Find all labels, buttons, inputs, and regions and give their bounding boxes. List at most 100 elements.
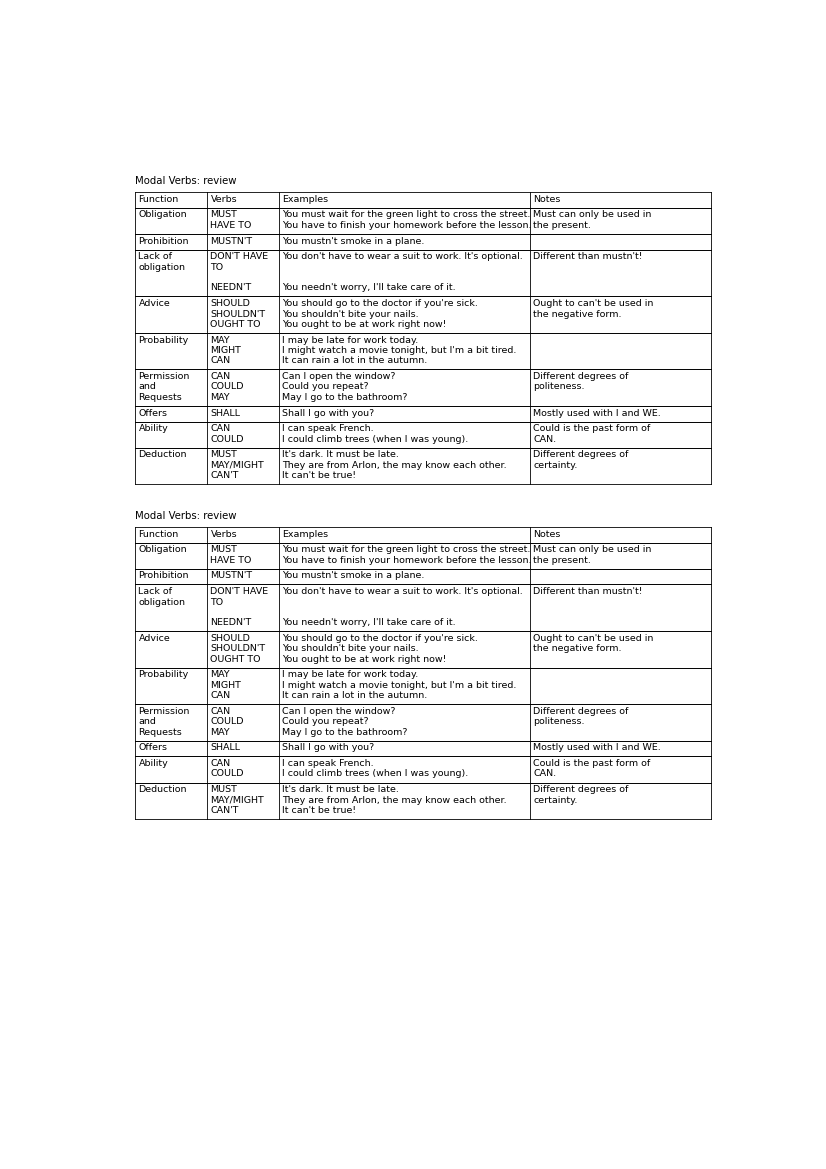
Text: SHOULD: SHOULD	[211, 634, 250, 643]
Text: Could you repeat?: Could you repeat?	[282, 382, 369, 392]
Text: Lack of: Lack of	[139, 587, 173, 596]
Text: Shall I go with you?: Shall I go with you?	[282, 743, 375, 753]
Text: CAN: CAN	[211, 372, 230, 381]
Text: MUSTN'T: MUSTN'T	[211, 572, 253, 581]
Bar	[135, 250, 711, 297]
Text: CAN: CAN	[211, 759, 230, 768]
Text: You don't have to wear a suit to work. It's optional.: You don't have to wear a suit to work. I…	[282, 587, 523, 596]
Text: You needn't worry, I'll take care of it.: You needn't worry, I'll take care of it.	[282, 283, 456, 292]
Text: OUGHT TO: OUGHT TO	[211, 655, 261, 664]
Text: Probability: Probability	[139, 336, 188, 345]
Text: NEEDN'T: NEEDN'T	[211, 283, 252, 292]
Text: DON'T HAVE: DON'T HAVE	[211, 587, 268, 596]
Bar	[135, 667, 711, 704]
Text: Advice: Advice	[139, 634, 170, 643]
Text: Examples: Examples	[282, 530, 329, 539]
Text: Notes: Notes	[533, 530, 561, 539]
Text: Permission: Permission	[139, 707, 190, 715]
Text: TO: TO	[211, 263, 224, 271]
Bar	[135, 369, 711, 406]
Text: It can rain a lot in the autumn.: It can rain a lot in the autumn.	[282, 357, 428, 365]
Text: MUST: MUST	[211, 786, 237, 794]
Text: Prohibition: Prohibition	[139, 236, 189, 245]
Text: Different degrees of: Different degrees of	[533, 450, 629, 459]
Text: TO: TO	[211, 597, 224, 607]
Text: MAY: MAY	[211, 393, 230, 402]
Text: OUGHT TO: OUGHT TO	[211, 320, 261, 328]
Text: You must wait for the green light to cross the street.: You must wait for the green light to cro…	[282, 545, 531, 554]
Text: You needn't worry, I'll take care of it.: You needn't worry, I'll take care of it.	[282, 618, 456, 628]
Bar	[135, 756, 711, 782]
Text: Modal Verbs: review: Modal Verbs: review	[135, 511, 237, 521]
Text: MAY: MAY	[211, 671, 230, 679]
Text: It's dark. It must be late.: It's dark. It must be late.	[282, 450, 399, 459]
Text: the present.: the present.	[533, 221, 591, 230]
Text: You should go to the doctor if you're sick.: You should go to the doctor if you're si…	[282, 299, 478, 309]
Text: You have to finish your homework before the lesson.: You have to finish your homework before …	[282, 221, 532, 230]
Text: SHALL: SHALL	[211, 408, 240, 417]
Text: Could is the past form of: Could is the past form of	[533, 424, 650, 434]
Text: Must can only be used in: Must can only be used in	[533, 210, 652, 220]
Text: CAN.: CAN.	[533, 435, 556, 443]
Text: You shouldn't bite your nails.: You shouldn't bite your nails.	[282, 310, 419, 318]
Text: Ought to can't be used in: Ought to can't be used in	[533, 634, 653, 643]
Text: You should go to the doctor if you're sick.: You should go to the doctor if you're si…	[282, 634, 478, 643]
Text: NEEDN'T: NEEDN'T	[211, 618, 252, 628]
Bar	[135, 406, 711, 422]
Text: Mostly used with I and WE.: Mostly used with I and WE.	[533, 408, 661, 417]
Text: Deduction: Deduction	[139, 450, 187, 459]
Text: MIGHT: MIGHT	[211, 346, 241, 355]
Text: Deduction: Deduction	[139, 786, 187, 794]
Text: You don't have to wear a suit to work. It's optional.: You don't have to wear a suit to work. I…	[282, 253, 523, 262]
Bar	[135, 192, 711, 208]
Bar	[135, 631, 711, 667]
Text: obligation: obligation	[139, 263, 186, 271]
Text: I can speak French.: I can speak French.	[282, 424, 374, 434]
Text: MAY: MAY	[211, 336, 230, 345]
Text: obligation: obligation	[139, 597, 186, 607]
Text: MUST: MUST	[211, 545, 237, 554]
Text: I may be late for work today.: I may be late for work today.	[282, 671, 419, 679]
Text: politeness.: politeness.	[533, 382, 585, 392]
Text: Different degrees of: Different degrees of	[533, 372, 629, 381]
Text: I might watch a movie tonight, but I'm a bit tired.: I might watch a movie tonight, but I'm a…	[282, 680, 517, 690]
Text: MAY/MIGHT: MAY/MIGHT	[211, 461, 264, 470]
Text: Can I open the window?: Can I open the window?	[282, 707, 396, 715]
Text: I could climb trees (when I was young).: I could climb trees (when I was young).	[282, 769, 468, 779]
Text: Different than mustn't!: Different than mustn't!	[533, 253, 643, 262]
Text: HAVE TO: HAVE TO	[211, 555, 252, 565]
Text: I might watch a movie tonight, but I'm a bit tired.: I might watch a movie tonight, but I'm a…	[282, 346, 517, 355]
Text: Could you repeat?: Could you repeat?	[282, 718, 369, 726]
Text: Requests: Requests	[139, 727, 183, 736]
Text: MIGHT: MIGHT	[211, 680, 241, 690]
Text: You mustn't smoke in a plane.: You mustn't smoke in a plane.	[282, 236, 425, 245]
Text: You shouldn't bite your nails.: You shouldn't bite your nails.	[282, 644, 419, 653]
Text: DON'T HAVE: DON'T HAVE	[211, 253, 268, 262]
Bar	[135, 297, 711, 333]
Text: MAY/MIGHT: MAY/MIGHT	[211, 796, 264, 804]
Text: It can't be true!: It can't be true!	[282, 471, 357, 480]
Text: SHALL: SHALL	[211, 743, 240, 753]
Text: Different degrees of: Different degrees of	[533, 707, 629, 715]
Text: SHOULDN'T: SHOULDN'T	[211, 310, 266, 318]
Text: Obligation: Obligation	[139, 545, 187, 554]
Text: Verbs: Verbs	[211, 530, 237, 539]
Text: I can speak French.: I can speak French.	[282, 759, 374, 768]
Text: Shall I go with you?: Shall I go with you?	[282, 408, 375, 417]
Text: CAN.: CAN.	[533, 769, 556, 779]
Text: They are from Arlon, the may know each other.: They are from Arlon, the may know each o…	[282, 461, 507, 470]
Text: You ought to be at work right now!: You ought to be at work right now!	[282, 320, 447, 328]
Text: and: and	[139, 382, 156, 392]
Text: Could is the past form of: Could is the past form of	[533, 759, 650, 768]
Text: HAVE TO: HAVE TO	[211, 221, 252, 230]
Bar	[135, 584, 711, 631]
Text: CAN: CAN	[211, 707, 230, 715]
Text: Lack of: Lack of	[139, 253, 173, 262]
Bar	[135, 741, 711, 756]
Text: Probability: Probability	[139, 671, 188, 679]
Text: Must can only be used in: Must can only be used in	[533, 545, 652, 554]
Text: You have to finish your homework before the lesson.: You have to finish your homework before …	[282, 555, 532, 565]
Text: Permission: Permission	[139, 372, 190, 381]
Bar	[135, 234, 711, 250]
Text: It's dark. It must be late.: It's dark. It must be late.	[282, 786, 399, 794]
